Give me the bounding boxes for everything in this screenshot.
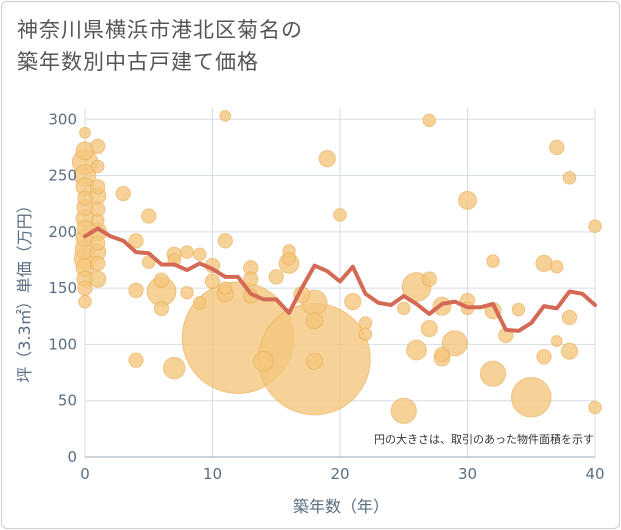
chart-title-line-2: 築年数別中古戸建て価格: [17, 50, 259, 74]
y-tick-label: 0: [67, 448, 77, 466]
x-tick-label: 40: [585, 465, 604, 483]
bubble-point: [268, 269, 284, 285]
bubble-point: [511, 302, 526, 317]
bubble-point: [561, 309, 578, 326]
bubble-point: [77, 280, 93, 296]
bubble-point: [333, 208, 347, 222]
bubble-point: [486, 254, 500, 268]
bubble-point: [588, 219, 602, 234]
bubble-point: [219, 109, 232, 122]
bubble-point: [422, 113, 437, 128]
y-tick-label: 250: [48, 167, 77, 185]
bubble-point: [535, 254, 553, 272]
bubble-point: [79, 126, 91, 139]
axis-layer: 0 50 100 150 200 250 300 0 10 20 30 40: [48, 110, 604, 483]
bubble-point: [318, 150, 336, 168]
bubble-point: [115, 185, 131, 202]
bubble-point: [549, 139, 565, 156]
bubble-point: [358, 327, 373, 342]
bubble-point: [420, 320, 438, 338]
bubble-point: [192, 295, 207, 310]
bubble-point: [282, 252, 296, 266]
y-tick-label: 50: [58, 392, 77, 410]
bubble-point: [344, 293, 362, 311]
bubble-point: [90, 179, 106, 195]
x-tick-label: 0: [80, 465, 90, 483]
bubble-point: [153, 300, 170, 317]
bubble-layer: [71, 109, 602, 424]
chart-annotation: 円の大きさは、取引のあった物件面積を示す: [374, 432, 594, 446]
bubble-point: [128, 282, 144, 299]
x-tick-label: 20: [330, 465, 349, 483]
bubble-point: [562, 171, 577, 185]
bubble-point: [180, 285, 194, 300]
bubble-point: [406, 339, 427, 361]
bubble-point: [128, 233, 144, 249]
x-tick-label: 30: [458, 465, 477, 483]
bubble-point: [162, 356, 186, 380]
bubble-point: [141, 208, 157, 224]
bubble-point: [243, 271, 259, 287]
bubble-point: [89, 270, 107, 288]
bubble-point: [305, 352, 324, 370]
average-price-line: [83, 226, 597, 333]
bubble-point: [479, 360, 507, 387]
y-tick-label: 150: [48, 279, 77, 297]
bubble-point: [560, 342, 579, 360]
trend-line-layer: [83, 226, 597, 333]
bubble-point: [588, 400, 602, 415]
y-tick-label: 300: [48, 110, 77, 128]
bubble-point: [434, 346, 450, 363]
bubble-point: [153, 272, 170, 288]
bubble-point: [90, 138, 106, 154]
bubble-point: [396, 301, 411, 316]
bubble-point: [550, 335, 563, 347]
chart-title-line-1: 神奈川県横浜市港北区菊名の: [17, 18, 303, 42]
bubble-point: [441, 330, 468, 357]
bubble-point: [141, 255, 156, 270]
bubble-point: [90, 159, 105, 174]
bubble-point: [204, 273, 221, 290]
bubble-point: [390, 397, 417, 424]
bubble-point: [253, 350, 274, 372]
bubble-point: [549, 259, 564, 274]
bubble-point: [217, 233, 233, 249]
bubble-point: [90, 255, 106, 272]
bubble-point: [90, 235, 106, 251]
bubble-point: [510, 377, 552, 418]
bubble-point: [305, 312, 324, 330]
bubble-point: [421, 271, 437, 287]
y-axis-label: 坪（3.3㎡）単価（万円）: [15, 197, 34, 382]
bubble-point: [180, 245, 194, 259]
bubble-point: [458, 190, 477, 210]
x-axis-label: 築年数（年）: [293, 497, 389, 516]
bubble-point: [218, 281, 233, 295]
bubble-point: [90, 213, 105, 228]
bubble-point: [358, 316, 373, 330]
x-tick-label: 10: [203, 465, 222, 483]
chart-title: 神奈川県横浜市港北区菊名の 築年数別中古戸建て価格: [17, 14, 303, 78]
bubble-point: [77, 190, 93, 206]
y-tick-label: 200: [48, 223, 77, 241]
bubble-point: [128, 352, 144, 368]
y-tick-label: 100: [48, 335, 77, 353]
bubble-point: [536, 349, 552, 365]
bubble-point: [78, 294, 92, 309]
bubble-point: [192, 247, 207, 262]
